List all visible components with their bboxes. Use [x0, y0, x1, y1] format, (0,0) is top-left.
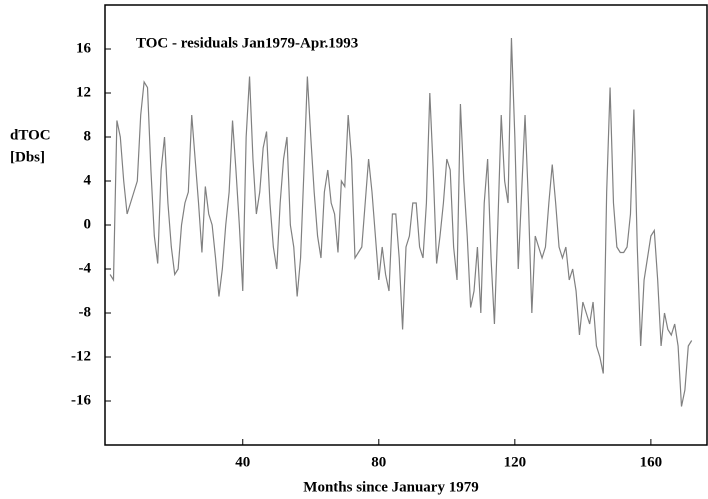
y-tick-label: 16 — [76, 40, 92, 56]
y-tick-label: -4 — [79, 260, 92, 276]
data-line — [109, 37, 693, 407]
plot-frame — [104, 4, 708, 446]
x-axis-label: Months since January 1979 — [303, 479, 478, 495]
y-tick-label: 12 — [76, 84, 91, 100]
x-tick-label: 160 — [640, 454, 663, 470]
x-tick-label: 40 — [235, 454, 250, 470]
y-tick-label: -12 — [71, 348, 91, 364]
y-tick-label: 4 — [84, 172, 92, 188]
chart-title: TOC - residuals Jan1979-Apr.1993 — [136, 35, 358, 51]
x-tick-label: 120 — [504, 454, 527, 470]
y-tick-label: 8 — [84, 128, 92, 144]
y-tick-label: 0 — [84, 216, 92, 232]
y-axis-label: [Dbs] — [10, 149, 45, 165]
y-axis-label: dTOC — [10, 127, 51, 143]
y-tick-label: -8 — [79, 304, 92, 320]
x-tick-label: 80 — [371, 454, 386, 470]
y-tick-label: -16 — [71, 392, 91, 408]
